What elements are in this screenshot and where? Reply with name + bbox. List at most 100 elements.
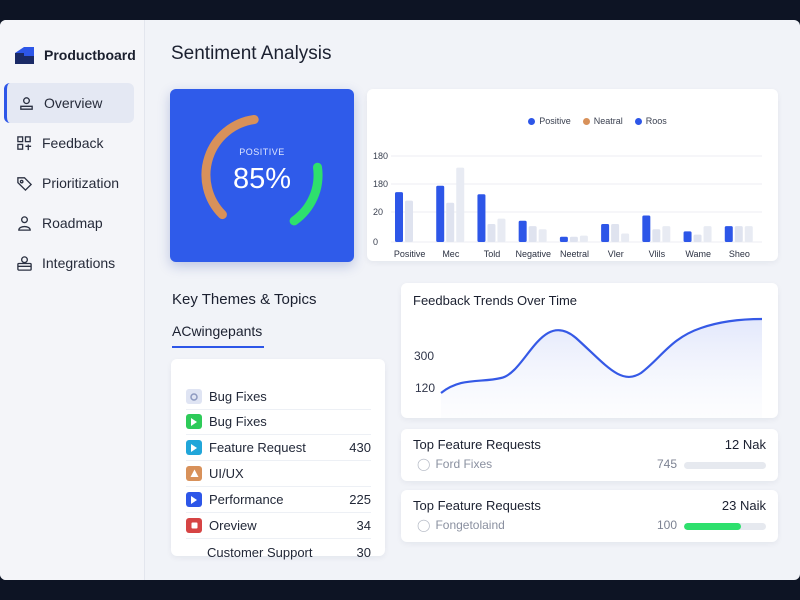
sidebar-item-prioritization[interactable]: Prioritization [4,163,134,203]
list-item[interactable]: Performance 225 [186,487,371,513]
list-item[interactable]: Oreview 34 [186,513,371,539]
theme-label: Oreview [209,518,257,533]
request-value: 745 [656,457,677,471]
theme-count: 30 [356,544,371,560]
request-value: 100 [656,518,677,532]
bar-roos[interactable] [662,226,671,242]
y-tick-label: 180 [373,151,388,161]
bar-roos[interactable] [621,233,630,243]
page-title: Sentiment Analysis [171,43,332,64]
legend-item[interactable]: Neatral [582,116,623,126]
legend-dot [634,117,642,125]
list-item[interactable]: Bug Fixes [186,409,371,435]
themes-list-card: Bug Fixes Bug Fixes Feature Request 430 … [171,359,385,560]
y-tick-label: 180 [373,179,388,189]
sentiment-gauge-card: POSITIVE 85% [170,89,354,262]
legend-label: Positive [539,116,571,126]
productboard-logo-icon [14,44,36,66]
chart-legend: Positive Neatral Roos [367,116,778,126]
request-count: 23 Naik [721,498,766,513]
x-tick-label: Wame [685,249,711,259]
y-axis-label: 120 [415,381,435,395]
trend-area [441,319,762,418]
gauge-label: POSITIVE [239,147,285,157]
bar-positive[interactable] [601,223,610,242]
record-icon [186,518,202,533]
bar-positive[interactable] [518,220,527,242]
sidebar-item-feedback[interactable]: Feedback [4,123,134,163]
bar-neatral[interactable] [528,226,537,242]
bar-neatral[interactable] [405,200,413,242]
x-tick-label: Vlils [649,249,666,259]
theme-count: 430 [349,440,371,455]
theme-label: Feature Request [209,440,306,455]
sidebar-item-label: Overview [44,95,103,111]
bar-neatral[interactable] [734,226,743,242]
list-item[interactable]: Feature Request 430 [186,435,371,461]
bar-positive[interactable] [642,215,651,242]
feature-request-card[interactable]: Top Feature Requests 12 Nak ◯ Ford Fixes… [401,429,778,481]
sidebar-item-label: Prioritization [42,175,120,191]
grid-icon [15,134,33,152]
feature-request-card[interactable]: Top Feature Requests 23 Naik ◯ Fongetola… [401,490,778,542]
brand[interactable]: Productboard [14,44,136,66]
bar-positive[interactable] [724,226,733,242]
bar-positive[interactable] [683,231,692,242]
bar-neatral[interactable] [652,229,661,242]
bar-neatral[interactable] [611,223,620,242]
list-item[interactable]: Bug Fixes [186,384,371,410]
sidebar-item-label: Roadmap [42,215,103,231]
x-tick-label: Mec [442,249,460,259]
progress-bar [684,462,766,469]
legend-item[interactable]: Roos [634,116,667,126]
legend-label: Roos [645,116,667,126]
x-tick-label: Sheo [729,249,750,259]
gauge-arc-green [289,162,323,226]
theme-label: Customer Support [207,544,313,560]
list-item[interactable]: UI/UX [186,461,371,487]
bar-roos[interactable] [456,167,465,242]
brand-name: Productboard [44,47,136,63]
progress-fill [684,523,742,530]
sidebar-item-integrations[interactable]: Integrations [4,243,134,283]
bar-neatral[interactable] [446,202,455,242]
request-sub: ◯ Ford Fixes [417,457,492,471]
bar-neatral[interactable] [487,223,496,242]
x-tick-label: Positive [394,249,426,259]
legend-dot [582,117,590,125]
bar-roos[interactable] [744,226,753,242]
sidebar-item-overview[interactable]: Overview [4,83,134,123]
bar-neatral[interactable] [693,234,702,242]
gauge-ring [201,115,323,226]
request-sub-label: Ford Fixes [435,457,493,471]
sidebar-item-roadmap[interactable]: Roadmap [4,203,134,243]
bar-roos[interactable] [579,235,588,242]
trends-title: Feedback Trends Over Time [413,293,578,308]
bar-roos[interactable] [538,229,547,242]
bar-positive[interactable] [436,185,445,242]
bar-positive[interactable] [395,192,403,242]
person-icon: ◯ [417,457,431,471]
themes-title: Key Themes & Topics [172,291,317,308]
sidebar-item-label: Integrations [42,255,116,271]
request-sub-label: Fongetolaind [435,518,505,532]
tab-themes[interactable]: ACwingepants [172,323,264,348]
y-tick-label: 0 [373,237,378,247]
legend-item[interactable]: Positive [528,116,571,126]
list-item[interactable]: Customer Support 30 [186,539,371,565]
x-tick-label: Told [484,249,501,259]
bar-chart: 180 180 20 0 Positive Mec Told Negative Neetral V… [373,151,762,259]
warning-icon [186,466,202,481]
bar-positive[interactable] [559,236,568,242]
bar-roos[interactable] [703,226,712,242]
bar-positive[interactable] [477,194,486,242]
bar-neatral[interactable] [569,236,578,242]
request-sub: ◯ Fongetolaind [417,518,505,532]
bar-roos[interactable] [497,218,506,242]
sidebar-item-label: Feedback [42,135,104,151]
stack-icon [15,254,33,272]
theme-label: Bug Fixes [209,389,267,404]
legend-dot [528,117,536,125]
gauge-value: 85% [232,163,292,195]
sidebar: Productboard Overview Feedback Prioritiz… [0,20,145,580]
